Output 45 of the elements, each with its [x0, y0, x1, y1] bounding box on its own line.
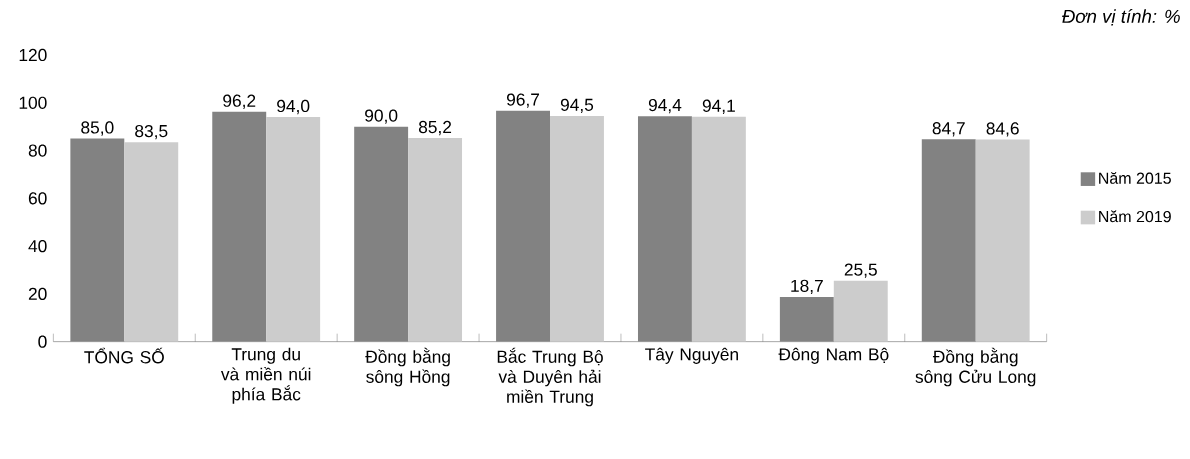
- x-tick-label: TỔNG SỐ: [84, 347, 164, 364]
- y-tick-label: 60: [28, 192, 47, 205]
- x-tick-label: Đồng bằng sông Hồng: [365, 347, 450, 387]
- bar: [921, 139, 976, 342]
- x-tick-label: Bắc Trung Bộ và Duyên hải miền Trung: [497, 347, 603, 407]
- x-tick-label: Đồng bằng sông Cửu Long: [915, 347, 1036, 387]
- bar: [354, 126, 409, 342]
- y-tick-label: 0: [38, 335, 47, 348]
- bar: [408, 138, 463, 342]
- data-label: 83,5: [135, 124, 168, 140]
- y-tick-label: 20: [28, 287, 47, 301]
- data-label: 85,2: [418, 120, 452, 136]
- bar: [637, 116, 692, 342]
- y-tick-label: 80: [28, 144, 47, 157]
- data-label: 25,5: [844, 263, 877, 278]
- x-tick-label: Tây Nguyên: [645, 347, 738, 364]
- bar: [779, 296, 834, 342]
- data-label: 96,7: [506, 93, 540, 108]
- data-label: 96,2: [223, 94, 256, 109]
- x-tick-label: Đông Nam Bộ: [778, 347, 889, 364]
- y-tick-label: 120: [19, 48, 47, 62]
- bar: [833, 280, 888, 342]
- bar: [975, 139, 1030, 342]
- bar: [550, 115, 604, 342]
- y-tick-label: 100: [19, 96, 47, 109]
- bar: [212, 111, 267, 342]
- bar: [496, 110, 551, 342]
- bar: [124, 142, 179, 342]
- y-tick-label: 40: [28, 239, 47, 253]
- bar: [691, 116, 746, 342]
- data-label: 94,1: [702, 99, 735, 114]
- data-label: 85,0: [81, 121, 114, 136]
- bar: [266, 117, 321, 342]
- data-label: 94,5: [560, 98, 594, 113]
- data-label: 94,0: [277, 99, 310, 115]
- legend-label: Năm 2015: [1099, 171, 1171, 184]
- data-label: 94,4: [648, 98, 682, 114]
- data-label: 84,7: [932, 122, 965, 137]
- bar: [70, 138, 125, 342]
- data-label: 90,0: [365, 109, 398, 124]
- x-tick-label: Trung du và miền núi phía Bắc: [220, 347, 311, 404]
- legend-label: Năm 2019: [1099, 210, 1171, 223]
- text: Đơn vị tính: %: [1062, 9, 1180, 26]
- data-label: 18,7: [791, 279, 823, 295]
- data-label: 84,6: [986, 122, 1019, 137]
